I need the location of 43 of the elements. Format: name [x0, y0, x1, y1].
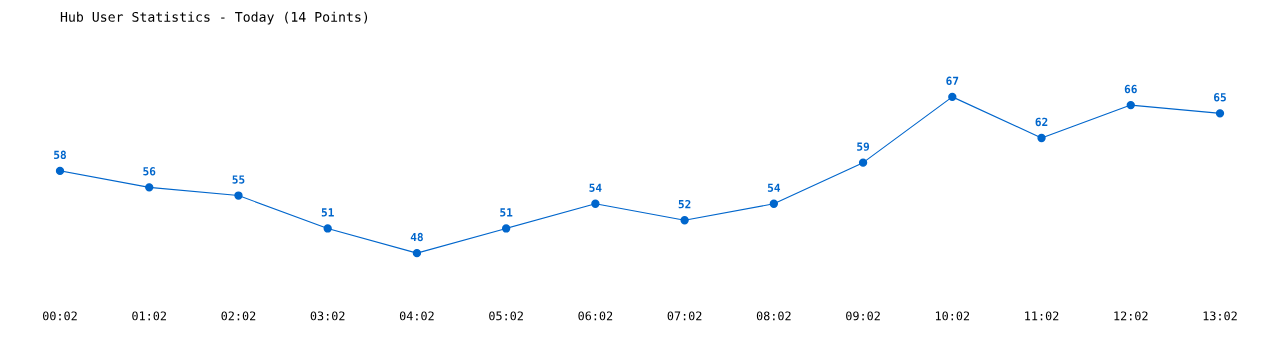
x-tick-label: 00:02 — [43, 311, 77, 321]
x-tick-label: 10:02 — [935, 311, 970, 321]
point — [1215, 109, 1225, 118]
x-tick-label: 06:02 — [578, 311, 613, 321]
data-label: 66 — [1124, 84, 1137, 94]
x-tick-label: 07:02 — [667, 311, 702, 321]
data-label: 65 — [1214, 93, 1226, 102]
x-tick-label: 05:02 — [489, 311, 523, 321]
point — [591, 199, 600, 208]
point — [858, 158, 868, 167]
point — [412, 248, 422, 258]
point — [680, 216, 689, 225]
data-label: 62 — [1035, 117, 1048, 127]
point — [769, 199, 779, 208]
data-label: 51 — [321, 208, 334, 217]
data-label: 56 — [143, 167, 156, 176]
data-label: 54 — [767, 183, 781, 192]
point — [1126, 100, 1135, 110]
data-label: 67 — [946, 76, 959, 86]
data-label: 52 — [678, 199, 691, 209]
data-label: 55 — [232, 175, 245, 184]
point — [323, 224, 332, 233]
data-label: 59 — [857, 142, 870, 151]
x-tick-label: 02:02 — [221, 311, 256, 321]
x-tick-label: 12:02 — [1114, 311, 1148, 321]
x-tick-label: 04:02 — [399, 311, 434, 321]
point — [501, 224, 511, 233]
chart-title: Hub User Statistics - Today (14 Points) — [60, 11, 368, 25]
point — [234, 191, 243, 200]
data-label: 48 — [410, 232, 423, 242]
point — [1037, 133, 1046, 143]
x-tick-label: 08:02 — [756, 311, 791, 321]
data-label: 51 — [500, 208, 513, 217]
point — [145, 183, 154, 192]
x-tick-label: 11:02 — [1025, 311, 1059, 321]
point — [55, 166, 65, 176]
x-tick-label: 03:02 — [310, 311, 345, 321]
x-tick-label: 09:02 — [846, 311, 880, 321]
point — [948, 92, 957, 102]
data-label: 58 — [54, 150, 66, 160]
x-tick-label: 13:02 — [1203, 311, 1237, 321]
x-tick-label: 01:02 — [132, 311, 166, 321]
data-label: 54 — [589, 183, 602, 192]
